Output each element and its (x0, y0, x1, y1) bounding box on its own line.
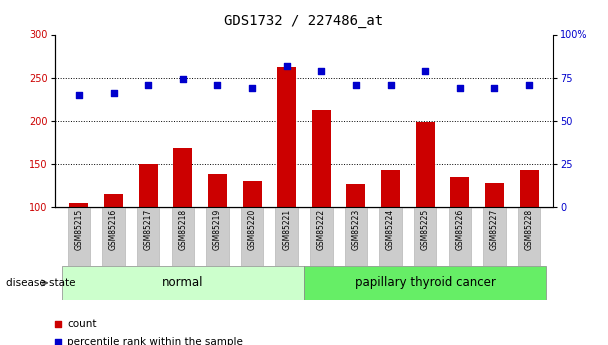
Bar (345, 207, 367, 266)
Bar (208, 174, 227, 207)
Point (178, 77, 188, 82)
Bar (312, 110, 331, 207)
Bar (102, 207, 125, 266)
Bar (69, 203, 89, 207)
Bar (416, 122, 435, 207)
Point (143, 82, 153, 87)
Bar (61, 266, 304, 300)
Text: GDS1732 / 227486_at: GDS1732 / 227486_at (224, 14, 384, 28)
Text: GSM85228: GSM85228 (525, 209, 534, 250)
Point (385, 82, 395, 87)
Text: disease state: disease state (6, 278, 75, 288)
Text: GSM85218: GSM85218 (178, 209, 187, 250)
Bar (347, 184, 365, 207)
Text: GSM85225: GSM85225 (421, 209, 430, 250)
Bar (485, 183, 504, 207)
Text: GSM85223: GSM85223 (351, 209, 361, 250)
Point (213, 82, 223, 87)
Bar (277, 67, 296, 207)
Bar (310, 207, 333, 266)
Bar (483, 207, 506, 266)
Bar (518, 207, 541, 266)
Bar (104, 194, 123, 207)
Bar (173, 148, 192, 207)
Text: GSM85222: GSM85222 (317, 209, 326, 250)
Point (524, 82, 534, 87)
Text: GSM85215: GSM85215 (74, 209, 83, 250)
Bar (414, 207, 437, 266)
Text: GSM85216: GSM85216 (109, 209, 118, 250)
Bar (241, 207, 263, 266)
Point (74, 92, 84, 98)
Text: GSM85227: GSM85227 (490, 209, 499, 250)
Point (351, 82, 361, 87)
Text: percentile rank within the sample: percentile rank within the sample (67, 337, 243, 345)
Point (316, 68, 326, 73)
Bar (379, 207, 402, 266)
Text: GSM85219: GSM85219 (213, 209, 222, 250)
Bar (67, 207, 90, 266)
Text: normal: normal (162, 276, 204, 289)
Point (455, 85, 465, 91)
Point (247, 85, 257, 91)
Point (109, 90, 119, 96)
Bar (449, 207, 471, 266)
Bar (139, 164, 157, 207)
Point (489, 85, 499, 91)
Bar (137, 207, 159, 266)
Bar (304, 266, 547, 300)
Bar (519, 170, 539, 207)
Bar (381, 170, 400, 207)
Bar (206, 207, 229, 266)
Point (420, 68, 430, 73)
Text: GSM85217: GSM85217 (143, 209, 153, 250)
Text: GSM85224: GSM85224 (386, 209, 395, 250)
Text: GSM85226: GSM85226 (455, 209, 465, 250)
Text: count: count (67, 319, 97, 329)
Bar (243, 181, 261, 207)
Text: papillary thyroid cancer: papillary thyroid cancer (354, 276, 496, 289)
Text: GSM85221: GSM85221 (282, 209, 291, 250)
Bar (275, 207, 298, 266)
Bar (451, 177, 469, 207)
Point (282, 63, 292, 68)
Text: GSM85220: GSM85220 (247, 209, 257, 250)
Bar (171, 207, 194, 266)
